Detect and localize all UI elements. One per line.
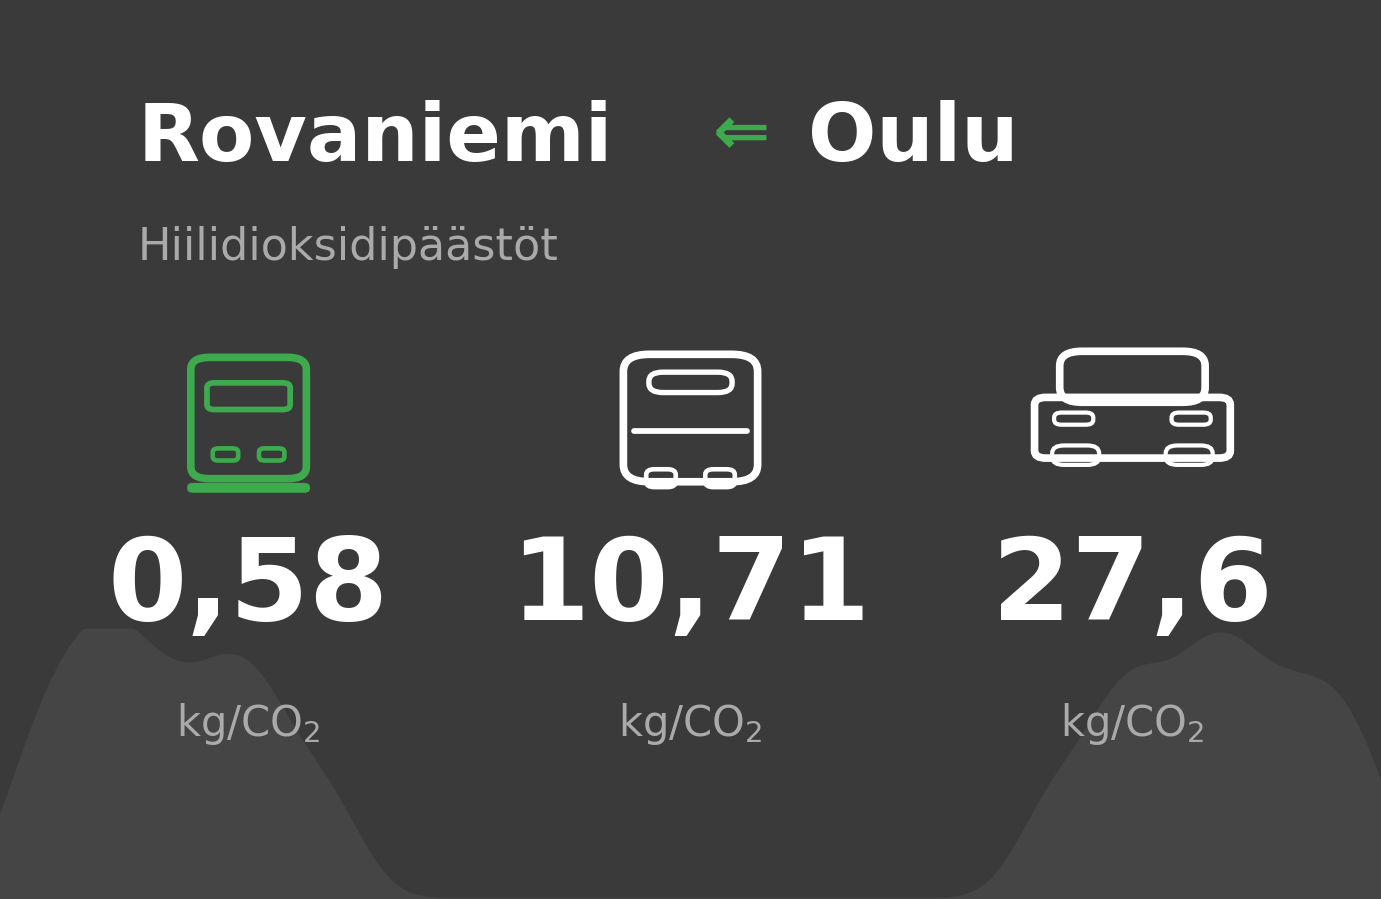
Text: kg/CO$_2$: kg/CO$_2$ bbox=[177, 700, 320, 747]
Text: Hiilidioksidipäästöt: Hiilidioksidipäästöt bbox=[138, 226, 559, 269]
Text: Rovaniemi: Rovaniemi bbox=[138, 101, 613, 178]
Text: kg/CO$_2$: kg/CO$_2$ bbox=[1061, 700, 1204, 747]
Text: 27,6: 27,6 bbox=[992, 533, 1273, 645]
FancyBboxPatch shape bbox=[188, 484, 309, 492]
Polygon shape bbox=[0, 629, 1381, 899]
Text: Oulu: Oulu bbox=[808, 101, 1018, 178]
Text: 0,58: 0,58 bbox=[108, 533, 389, 645]
Text: kg/CO$_2$: kg/CO$_2$ bbox=[619, 700, 762, 747]
Text: 10,71: 10,71 bbox=[511, 533, 870, 645]
Text: ⇐: ⇐ bbox=[713, 102, 771, 168]
